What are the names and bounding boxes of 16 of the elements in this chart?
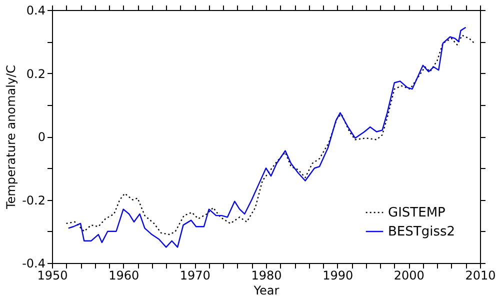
x-tick-label: 1980 [251,268,282,282]
y-tick-label: -0.4 [22,256,46,270]
x-tick-label: 1970 [180,268,210,282]
x-tick-label: 1960 [108,268,140,282]
x-axis-title: Year [252,284,280,298]
legend-label: BESTgiss2 [388,224,456,240]
y-axis-title: Temperature anomaly/C [4,64,18,210]
x-tick-label: 1990 [322,268,354,282]
x-tick-label: 2010 [465,268,496,282]
legend-label: GISTEMP [388,206,446,220]
x-tick-label: 2000 [394,268,424,282]
y-tick-label: 0 [38,130,46,144]
x-tick-label: 1950 [37,268,68,282]
y-tick-label: 0.4 [26,4,46,18]
y-tick-label: 0.2 [26,66,46,81]
y-tick-label: -0.2 [22,193,46,208]
